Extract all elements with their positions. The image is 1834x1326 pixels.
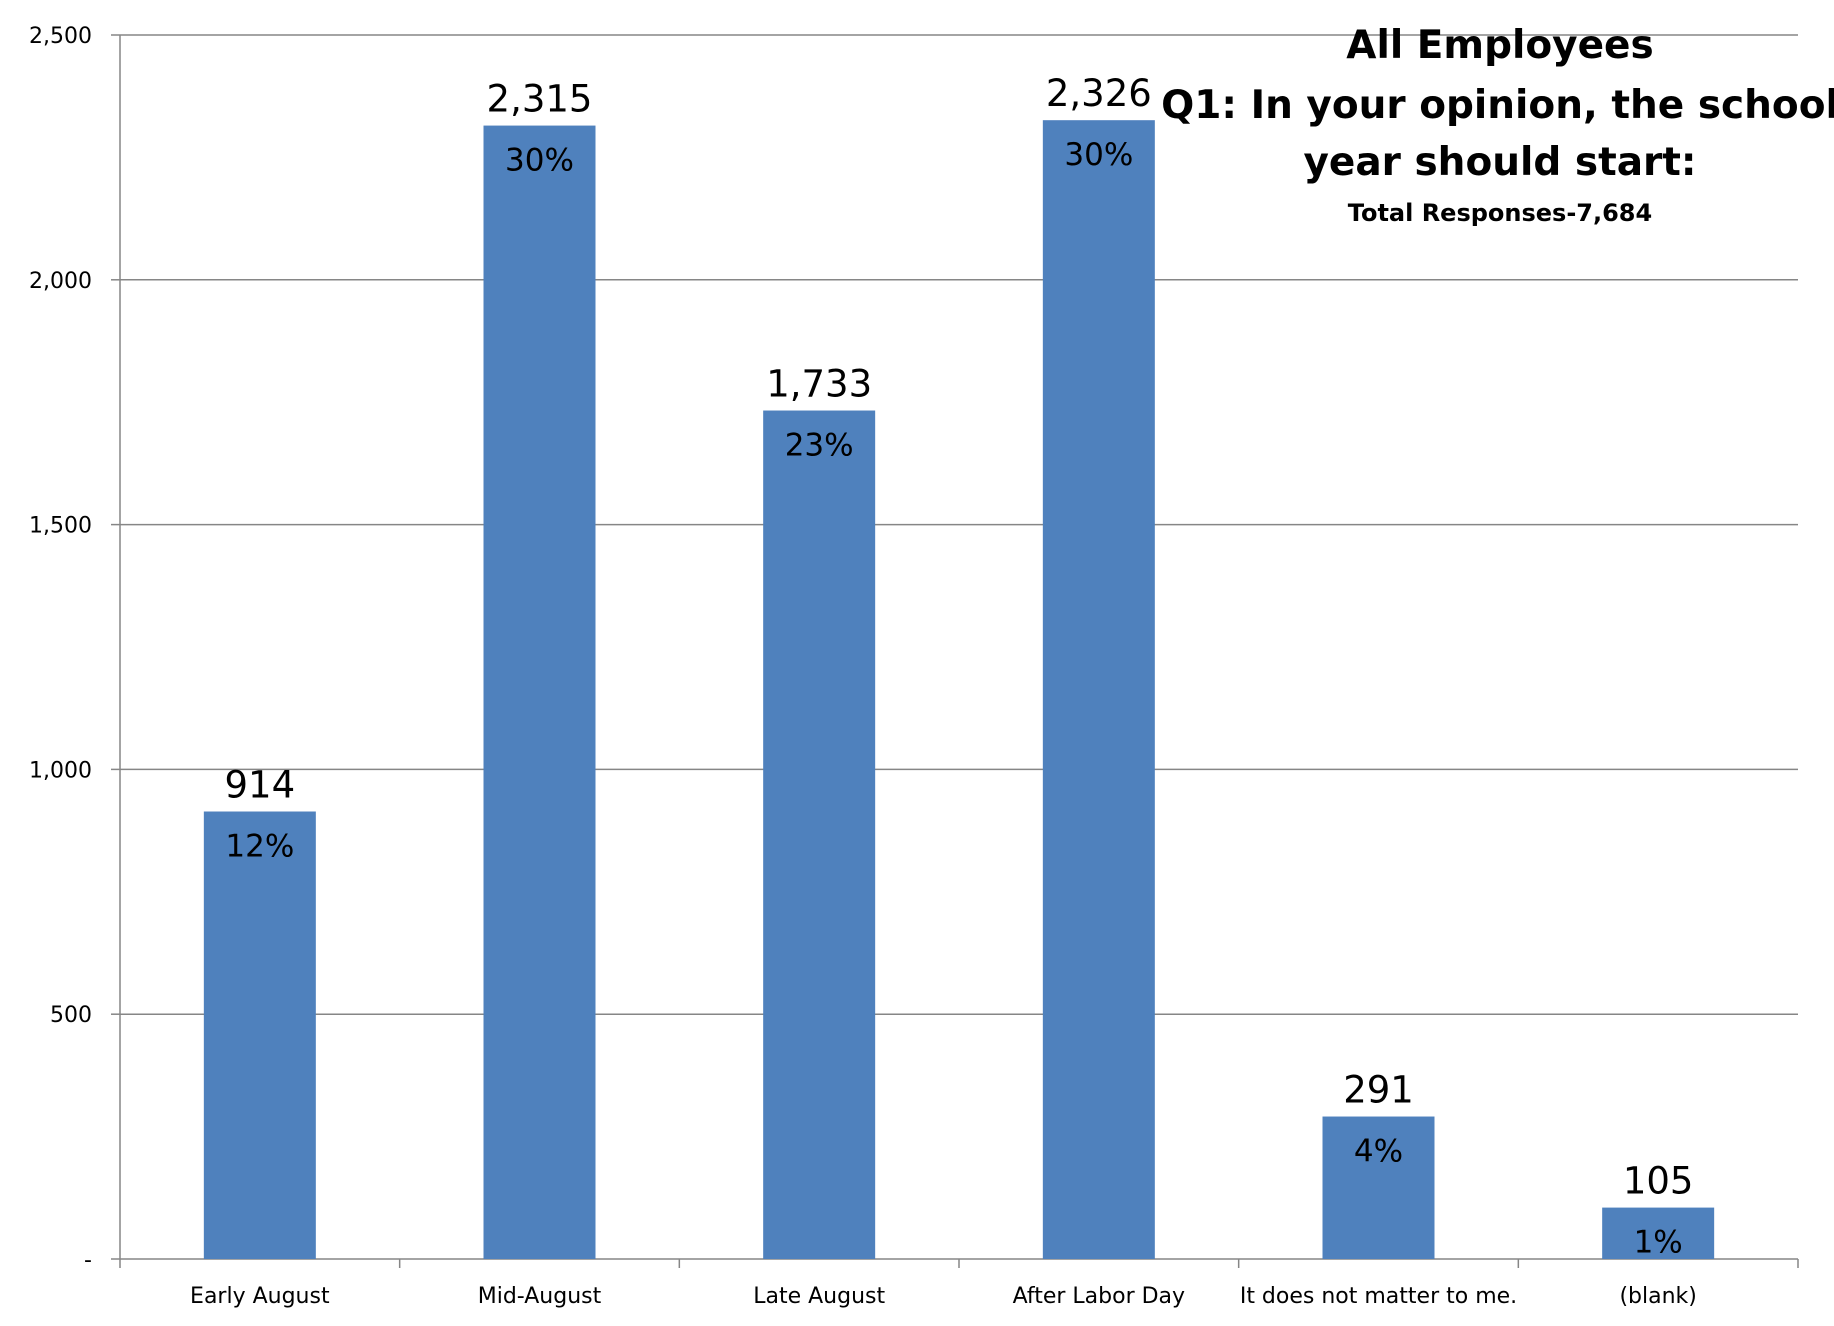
x-category-label: Mid-August bbox=[478, 1284, 602, 1309]
bar-value-label: 105 bbox=[1623, 1160, 1694, 1203]
bar-percent-label: 30% bbox=[1064, 137, 1133, 173]
bar bbox=[203, 811, 316, 1259]
bars bbox=[203, 120, 1715, 1259]
bar-value-label: 2,326 bbox=[1046, 72, 1152, 115]
x-category-label: Early August bbox=[190, 1284, 330, 1309]
x-category-label: It does not matter to me. bbox=[1240, 1284, 1517, 1309]
data-labels: 914 12% 2,315 30% 1,733 23% 2,326 30% 291 4% 105 1% bbox=[225, 72, 1694, 1260]
chart-title: All Employees bbox=[1346, 23, 1653, 68]
bar-value-label: 914 bbox=[225, 764, 296, 807]
chart-title-block: All Employees Q1: In your opinion, the s… bbox=[1161, 23, 1834, 227]
y-tick-label: - bbox=[84, 1248, 92, 1273]
bar-percent-label: 1% bbox=[1634, 1225, 1683, 1261]
y-tick-label: 1,000 bbox=[29, 758, 92, 783]
x-category-label: After Labor Day bbox=[1013, 1284, 1185, 1309]
chart-subtitle-line-1: Q1: In your opinion, the school bbox=[1161, 83, 1834, 128]
bar-value-label: 2,315 bbox=[487, 78, 593, 121]
bar bbox=[483, 125, 596, 1259]
y-tick-label: 2,500 bbox=[29, 24, 92, 49]
y-tick-label: 2,000 bbox=[29, 269, 92, 294]
y-tick-label: 1,500 bbox=[29, 514, 92, 539]
y-tick-label: 500 bbox=[50, 1003, 92, 1028]
chart-note: Total Responses-7,684 bbox=[1348, 199, 1652, 227]
bar-value-label: 1,733 bbox=[766, 363, 872, 406]
bar bbox=[1322, 1116, 1435, 1259]
x-category-label: Late August bbox=[753, 1284, 885, 1309]
gridlines bbox=[120, 34, 1798, 1015]
bar-percent-label: 12% bbox=[225, 829, 294, 865]
bar bbox=[763, 410, 876, 1259]
bar bbox=[1602, 1207, 1715, 1259]
bar-value-label: 291 bbox=[1343, 1069, 1414, 1112]
bar-percent-label: 4% bbox=[1354, 1134, 1403, 1170]
x-category-label: (blank) bbox=[1619, 1284, 1696, 1309]
chart-subtitle-line-2: year should start: bbox=[1303, 140, 1696, 185]
bar-percent-label: 23% bbox=[785, 428, 854, 464]
axes: - 500 1,000 1,500 2,000 2,500 Early August Mid-… bbox=[29, 24, 1799, 1309]
bar-percent-label: 30% bbox=[505, 143, 574, 179]
bar bbox=[1042, 120, 1155, 1259]
